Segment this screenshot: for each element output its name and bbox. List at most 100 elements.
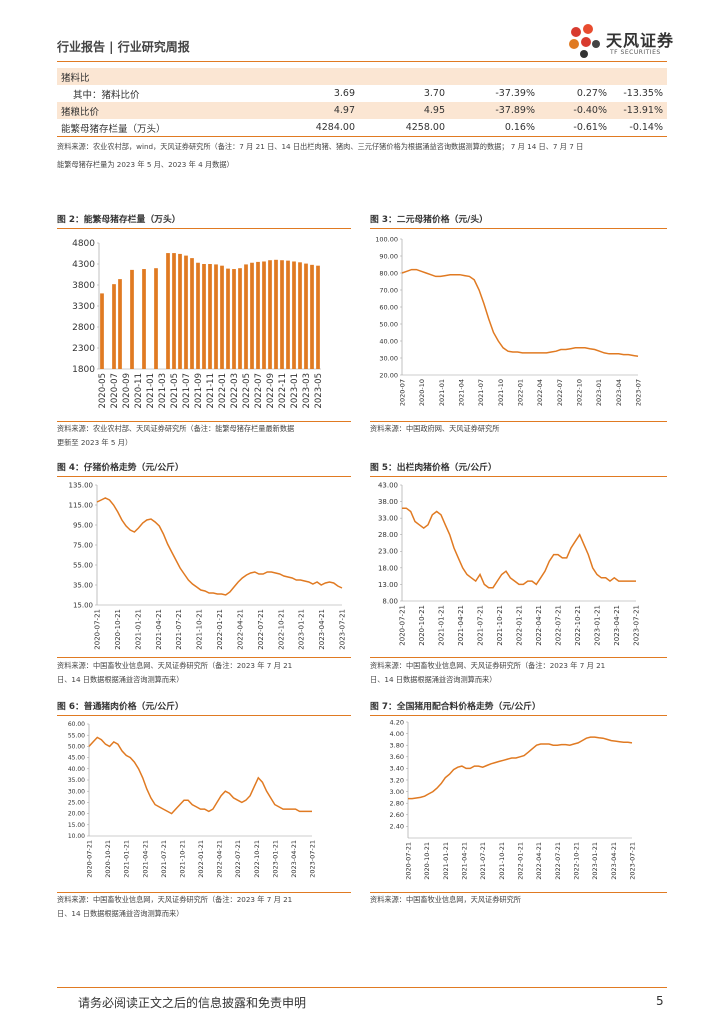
x-tick-label: 2021-01-21 bbox=[438, 605, 446, 646]
row-label: 猪料比 bbox=[57, 68, 269, 85]
bar bbox=[310, 264, 314, 369]
y-tick-label: 28.00 bbox=[378, 531, 398, 539]
x-tick-label: 2021-01-21 bbox=[442, 842, 450, 880]
bar bbox=[100, 293, 104, 369]
y-tick-label: 25.00 bbox=[68, 800, 85, 807]
line-chart: 10.00 15.00 20.00 25.00 30.00 35.00 40.00 45.00… bbox=[68, 721, 317, 878]
bar bbox=[262, 261, 266, 369]
x-tick-label: 2021-07-21 bbox=[160, 840, 168, 878]
y-tick-label: 38.00 bbox=[378, 498, 398, 506]
x-tick-label: 2021-05 bbox=[170, 373, 180, 409]
figure-source: 资料来源：中国畜牧业信息网，天风证券研究所（备注：2023 年 7 月 21 bbox=[57, 895, 293, 904]
table-row: 猪料比 bbox=[57, 68, 667, 85]
x-tick-label: 2021-09 bbox=[194, 373, 204, 409]
x-tick-label: 2020-07 bbox=[399, 379, 407, 406]
series-line bbox=[408, 736, 633, 800]
x-tick-label: 2023-07-21 bbox=[339, 609, 347, 650]
x-tick-label: 2023-04-21 bbox=[610, 842, 618, 880]
x-tick-label: 2021-03 bbox=[158, 373, 168, 409]
x-tick-label: 2023-01-21 bbox=[271, 840, 279, 878]
figure-2-chart: 1800 2300 2800 3300 3800 4300 4800 2020-05 2020-… bbox=[57, 228, 351, 422]
x-tick-label: 2023-07-21 bbox=[309, 840, 317, 878]
y-tick-label: 2800 bbox=[72, 323, 95, 333]
y-tick-label: 60.00 bbox=[379, 303, 398, 311]
x-tick-label: 2020-10-21 bbox=[423, 842, 431, 880]
x-tick-label: 2022-11 bbox=[278, 373, 288, 409]
x-tick-label: 2021-04-21 bbox=[141, 840, 149, 878]
bar bbox=[304, 263, 308, 369]
x-tick-label: 2020-07-21 bbox=[94, 609, 102, 650]
y-tick-label: 95.00 bbox=[73, 521, 93, 529]
x-tick-label: 2022-07 bbox=[254, 373, 264, 409]
x-tick-label: 2023-03 bbox=[302, 373, 312, 409]
line-chart: 20.00 30.00 40.00 50.00 60.00 70.00 80.00 90.00… bbox=[375, 235, 643, 406]
bar bbox=[244, 264, 248, 369]
x-tick-label: 2023-04-21 bbox=[613, 605, 621, 646]
y-tick-label: 33.00 bbox=[378, 515, 398, 523]
y-tick-label: 18.00 bbox=[378, 564, 398, 572]
y-tick-label: 4.00 bbox=[390, 730, 404, 738]
figure-source: 更新至 2023 年 5 月） bbox=[57, 438, 133, 447]
y-tick-label: 3.40 bbox=[390, 765, 404, 773]
x-tick-label: 2021-04-21 bbox=[461, 842, 469, 880]
x-tick-label: 2021-04-21 bbox=[457, 605, 465, 646]
y-tick-label: 55.00 bbox=[73, 561, 93, 569]
y-tick-label: 3.60 bbox=[390, 753, 404, 761]
x-tick-label: 2022-07-21 bbox=[234, 840, 242, 878]
figure-6-chart: 10.00 15.00 20.00 25.00 30.00 35.00 40.00 45.00… bbox=[57, 715, 351, 893]
y-tick-label: 50.00 bbox=[68, 744, 85, 751]
figure-title: 图 2：能繁母猪存栏量（万头） bbox=[57, 215, 181, 225]
table-row: 其中：猪料比价 3.69 3.70 -37.39% 0.27% -13.35% bbox=[57, 85, 667, 102]
x-tick-label: 2023-04-21 bbox=[290, 840, 298, 878]
x-tick-label: 2022-10-21 bbox=[277, 609, 285, 650]
x-tick-label: 2020-11 bbox=[134, 373, 144, 409]
x-tick-label: 2023-07 bbox=[635, 379, 643, 406]
series-line bbox=[402, 507, 636, 589]
x-tick-label: 2020-05 bbox=[98, 373, 108, 409]
figure-source: 资料来源：中国畜牧业信息网、天风证券研究所（备注：2023 年 7 月 21 bbox=[57, 661, 293, 670]
x-tick-label: 2022-04-21 bbox=[236, 609, 244, 650]
figure-source: 资料来源：中国政府网、天风证券研究所 bbox=[370, 424, 500, 433]
x-tick-label: 2023-01 bbox=[595, 379, 603, 406]
y-tick-label: 1800 bbox=[72, 365, 95, 375]
y-tick-label: 15.00 bbox=[73, 601, 93, 609]
y-tick-label: 20.00 bbox=[379, 371, 398, 379]
bar bbox=[250, 262, 254, 369]
bar bbox=[316, 265, 320, 369]
x-tick-label: 2023-04-21 bbox=[318, 609, 326, 650]
x-tick-label: 2022-10 bbox=[576, 379, 584, 406]
x-tick-label: 2023-01-21 bbox=[594, 605, 602, 646]
y-tick-label: 35.00 bbox=[68, 777, 85, 784]
bar bbox=[142, 269, 146, 369]
x-tick-label: 2023-05 bbox=[314, 373, 324, 409]
x-tick-label: 2021-01 bbox=[438, 379, 446, 406]
bar bbox=[184, 255, 188, 369]
report-header: 行业报告 | 行业研究周报 bbox=[57, 40, 190, 54]
y-tick-label: 40.00 bbox=[379, 337, 398, 345]
x-tick-label: 2021-11 bbox=[206, 373, 216, 409]
y-tick-label: 2300 bbox=[72, 344, 95, 354]
y-tick-label: 4.20 bbox=[390, 718, 404, 726]
y-tick-label: 30.00 bbox=[68, 788, 85, 795]
y-tick-label: 2.80 bbox=[390, 799, 404, 807]
bar bbox=[238, 268, 242, 369]
y-tick-label: 70.00 bbox=[379, 286, 398, 294]
row-label: 能繁母猪存栏量（万头） bbox=[57, 119, 269, 137]
x-tick-label: 2023-01-21 bbox=[591, 842, 599, 880]
bar bbox=[208, 264, 212, 369]
x-tick-label: 2020-10 bbox=[418, 379, 426, 406]
page-number: 5 bbox=[656, 994, 664, 1008]
y-tick-label: 20.00 bbox=[68, 811, 85, 818]
bar bbox=[130, 269, 134, 369]
bar bbox=[292, 261, 296, 369]
series-line bbox=[96, 497, 343, 596]
x-tick-label: 2022-04-21 bbox=[535, 605, 543, 646]
x-tick-label: 2022-07-21 bbox=[555, 605, 563, 646]
x-tick-label: 2022-04-21 bbox=[216, 840, 224, 878]
x-tick-label: 2020-07-21 bbox=[405, 842, 413, 880]
bar bbox=[226, 268, 230, 369]
bar bbox=[172, 253, 176, 369]
y-tick-label: 8.00 bbox=[382, 597, 398, 605]
y-tick-label: 55.00 bbox=[68, 732, 85, 739]
x-tick-label: 2020-09 bbox=[122, 373, 132, 409]
